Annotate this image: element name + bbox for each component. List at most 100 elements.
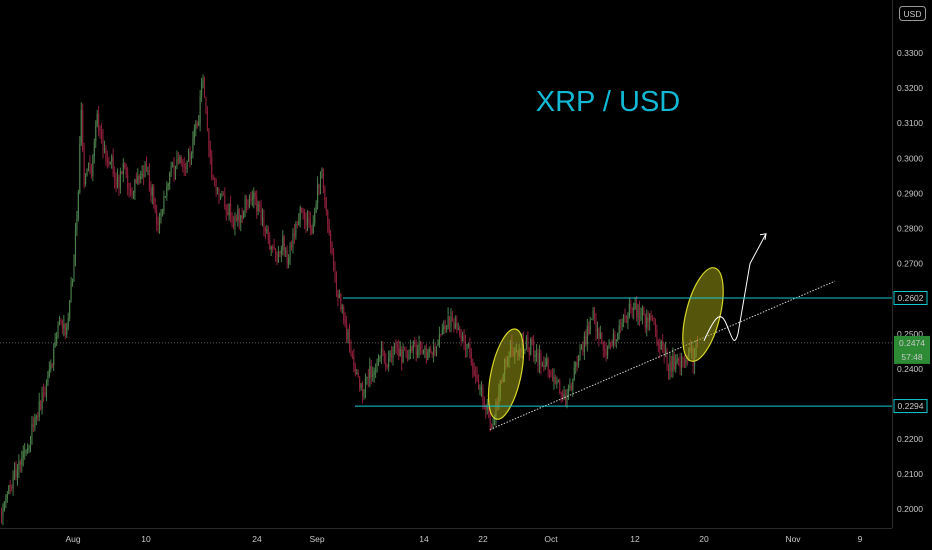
- candle-body: [143, 173, 145, 177]
- candle-body: [534, 355, 536, 357]
- candle-body: [22, 451, 24, 458]
- candle-body: [24, 451, 26, 453]
- candle-body: [212, 178, 214, 180]
- candle-body: [654, 322, 656, 330]
- candle-body: [491, 423, 493, 429]
- candle-body: [595, 317, 597, 332]
- candle-body: [667, 366, 670, 372]
- candle-body: [431, 352, 433, 356]
- candle-body: [9, 485, 11, 488]
- candle-body: [247, 204, 249, 207]
- candle-body: [337, 289, 339, 299]
- candle-body: [592, 310, 594, 319]
- highlight-ellipse-1: [487, 328, 525, 420]
- time-tick-label: 22: [478, 534, 488, 544]
- price-tick-label: 0.2000: [897, 504, 923, 514]
- candle-body: [243, 210, 245, 218]
- candle-body: [356, 373, 358, 375]
- candle-body: [580, 346, 583, 348]
- candle-body: [557, 380, 559, 382]
- price-tick-label: 0.3200: [897, 83, 923, 93]
- time-axis[interactable]: Aug 10 24 Sep 14 22 Oct 12 20 Nov 9: [0, 528, 892, 545]
- candle-body: [369, 366, 371, 379]
- candle-body: [380, 348, 382, 358]
- candle-body: [383, 351, 385, 362]
- candle-body: [170, 167, 172, 173]
- candle-body: [469, 343, 471, 353]
- candle-body: [395, 343, 397, 345]
- candle-body: [112, 156, 114, 175]
- candle-body: [50, 364, 52, 370]
- candle-body: [673, 355, 675, 370]
- price-tick-label: 0.2100: [897, 469, 923, 479]
- candle-body: [6, 493, 8, 499]
- candle-body: [566, 395, 568, 405]
- candle-body: [551, 376, 554, 381]
- price-tick-label: 0.3300: [897, 48, 923, 58]
- candle-body: [334, 265, 336, 276]
- candle-body: [388, 357, 390, 368]
- candle-body: [145, 163, 148, 172]
- candle-body: [263, 217, 265, 228]
- candle-body: [276, 254, 278, 262]
- candle-body: [611, 342, 613, 346]
- candle-body: [366, 377, 368, 379]
- candle-body: [375, 370, 377, 372]
- candle-body: [386, 366, 388, 368]
- candle-body: [35, 416, 37, 419]
- candle-body: [86, 168, 88, 176]
- candle-body: [222, 194, 224, 196]
- candle-body: [466, 345, 468, 349]
- candle-body: [183, 163, 185, 168]
- currency-button[interactable]: USD: [899, 6, 926, 21]
- candle-body: [260, 206, 262, 222]
- candle-body: [180, 156, 182, 163]
- candle-body: [288, 258, 290, 264]
- candle-body: [21, 457, 23, 465]
- candle-body: [324, 187, 326, 200]
- candle-body: [109, 161, 111, 164]
- candle-body: [270, 246, 272, 250]
- candle-body: [678, 358, 680, 362]
- candle-body: [620, 325, 622, 327]
- candle-body: [666, 350, 668, 367]
- candle-body: [159, 218, 161, 226]
- candle-body: [641, 308, 643, 316]
- candle-body: [202, 79, 204, 83]
- candle-body: [354, 367, 356, 374]
- candle-body: [634, 303, 636, 309]
- candle-body: [325, 199, 327, 212]
- support-price-text: 0.2294: [898, 401, 924, 411]
- candle-body: [85, 175, 87, 185]
- candle-body: [479, 389, 481, 391]
- candle-body: [594, 310, 596, 318]
- price-axis[interactable]: 0.3300 0.3200 0.3100 0.3000 0.2900 0.2800 0.27…: [892, 0, 924, 528]
- time-tick-label: 10: [141, 534, 151, 544]
- candle-body: [253, 192, 255, 200]
- candle-body: [463, 335, 465, 344]
- candle-body: [628, 303, 630, 317]
- candle-body: [3, 501, 5, 511]
- price-tick-label: 0.3000: [897, 153, 923, 163]
- candle-body: [604, 349, 606, 351]
- candle-body: [173, 164, 175, 176]
- candle-body: [57, 325, 59, 338]
- candle-body: [524, 348, 526, 350]
- candle-body: [391, 352, 393, 359]
- support-price-label: 0.2294: [893, 399, 928, 414]
- candle-body: [437, 345, 439, 347]
- candle-body: [74, 230, 76, 261]
- candle-body: [430, 348, 432, 353]
- candle-body: [215, 179, 217, 190]
- candle-body: [335, 275, 337, 290]
- candle-body: [111, 156, 113, 162]
- candle-body: [250, 196, 252, 201]
- candle-body: [670, 361, 672, 371]
- candle-body: [412, 341, 414, 351]
- candle-body: [308, 218, 310, 221]
- candle-body: [102, 137, 104, 150]
- candle-body: [409, 346, 411, 354]
- candle-body: [321, 169, 323, 173]
- candle-body: [659, 345, 661, 350]
